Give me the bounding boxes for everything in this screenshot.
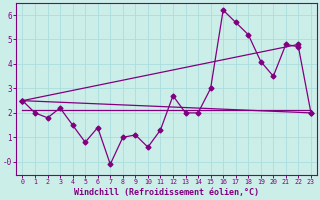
X-axis label: Windchill (Refroidissement éolien,°C): Windchill (Refroidissement éolien,°C) [74,188,259,197]
